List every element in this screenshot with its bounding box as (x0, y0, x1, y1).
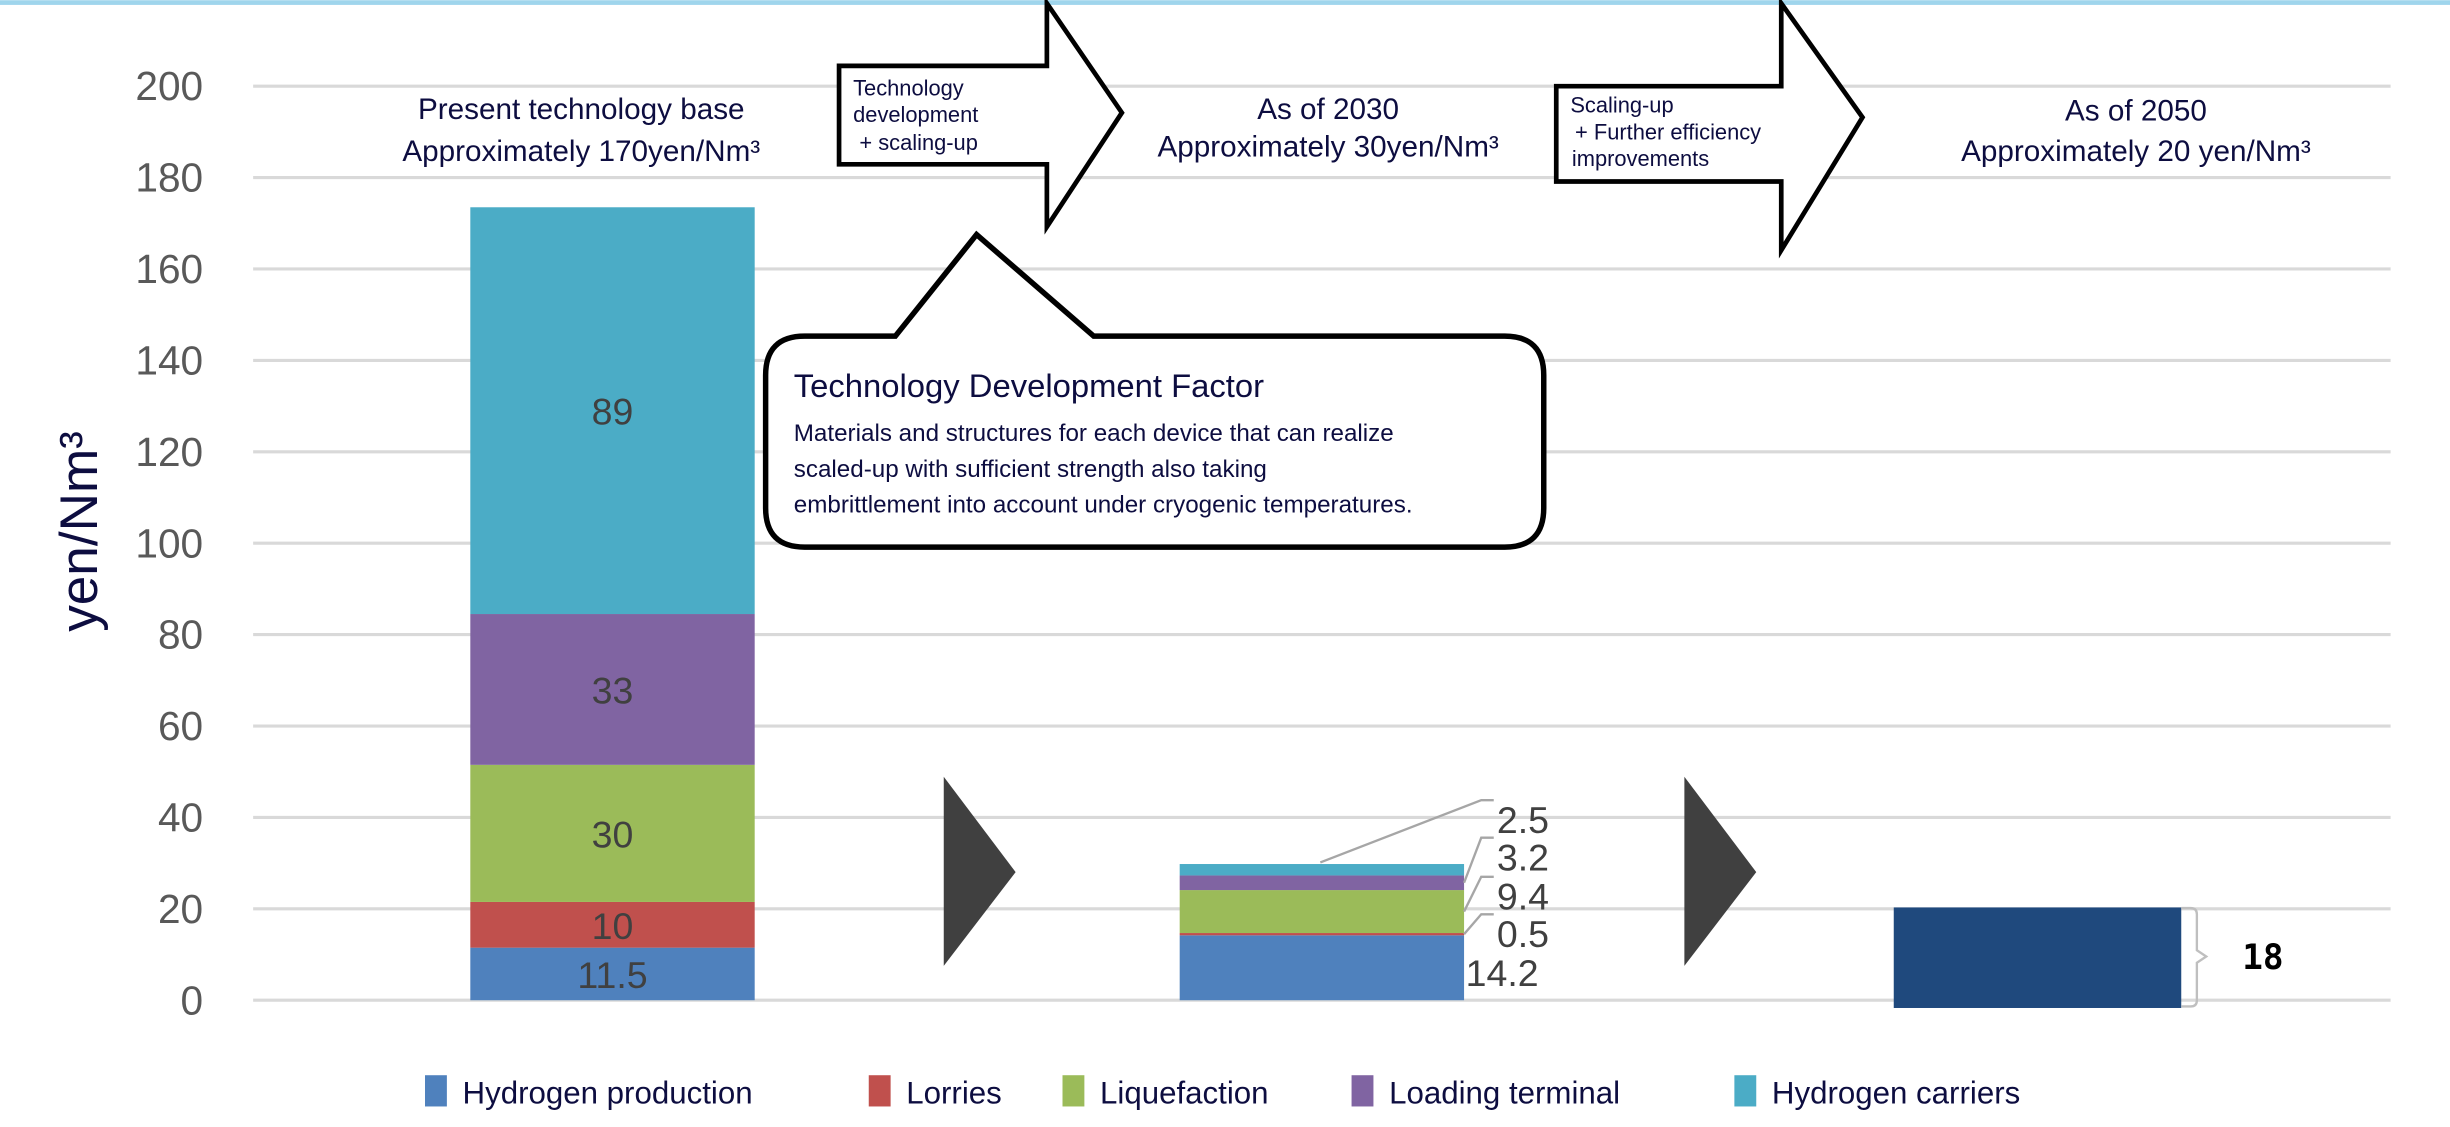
y-tick-label: 20 (158, 886, 203, 932)
header-2030-line2: Approximately 30yen/Nm³ (1157, 130, 1498, 163)
legend-swatch (868, 1075, 891, 1107)
legend-swatch (425, 1075, 447, 1107)
leader-line (1463, 875, 1494, 913)
arrow-shape-2 (1553, 0, 1866, 259)
y-tick-label: 180 (135, 155, 203, 201)
transition-triangle-1 (943, 776, 1016, 966)
header-2050-line2: Approximately 20 yen/Nm³ (1961, 135, 2311, 168)
callout-line-1: Materials and structures for each device… (794, 420, 1394, 447)
y-tick-label: 40 (158, 794, 203, 840)
y-tick-label: 120 (135, 429, 203, 475)
bar-segment-hydrogen-production (470, 947, 755, 1001)
bar-2050-total (1893, 907, 2182, 1008)
callout-box (762, 230, 1547, 550)
top-accent-line (0, 0, 2450, 5)
arrow-2-line2: + Further efficiency (1575, 119, 1761, 144)
legend-label: Hydrogen carriers (1772, 1075, 2020, 1110)
bar-segment-lorries (470, 901, 755, 948)
header-2050-line1: As of 2050 (2065, 95, 2207, 128)
legend-swatch (1351, 1075, 1374, 1107)
data-label: 33 (592, 670, 634, 712)
callout-line-3: embrittlement into account under cryogen… (794, 492, 1413, 519)
y-axis-label: yen/Nm³ (50, 431, 109, 632)
arrow-2-line1: Scaling-up (1570, 93, 1673, 118)
bar-segment-lorries (1179, 933, 1465, 936)
data-label: 3.2 (1497, 837, 1549, 879)
header-2030-line1: As of 2030 (1257, 93, 1399, 126)
callout-line-2: scaled-up with sufficient strength also … (794, 456, 1267, 483)
y-tick-label: 200 (135, 63, 203, 109)
y-tick-label: 60 (158, 703, 203, 749)
data-label: 89 (592, 391, 634, 433)
legend-swatch (1062, 1075, 1085, 1107)
y-tick-label: 0 (181, 977, 204, 1023)
data-label: 9.4 (1497, 876, 1549, 918)
data-label: 10 (592, 905, 634, 947)
bar-segment-hydrogen-carriers (1179, 864, 1465, 876)
data-label: 30 (592, 813, 634, 855)
bar-segment-hydrogen-production (1179, 935, 1465, 1001)
data-label-2050-total: 18 (2242, 938, 2283, 978)
legend-label: Liquefaction (1100, 1075, 1269, 1110)
y-tick-label: 160 (135, 246, 203, 292)
legend-label: Lorries (906, 1075, 1002, 1110)
data-label: 0.5 (1497, 913, 1549, 955)
header-present-line2: Approximately 170yen/Nm³ (402, 135, 760, 168)
arrow-1-line3: + scaling-up (859, 130, 977, 155)
legend: Hydrogen production Lorries Liquefaction Lo… (425, 1075, 2020, 1110)
leader-line (1462, 836, 1494, 884)
arrow-shape-1 (836, 0, 1125, 235)
data-label: 14.2 (1466, 952, 1539, 994)
y-tick-label: 100 (135, 520, 203, 566)
arrow-1-line2: development (853, 102, 978, 127)
bar-segment-hydrogen-carriers (470, 207, 755, 615)
arrow-2-line3: improvements (1572, 146, 1709, 171)
arrow-1-line1: Technology (853, 76, 964, 101)
header-present-line1: Present technology base (418, 93, 745, 126)
y-tick-label: 80 (158, 612, 203, 658)
data-label: 11.5 (577, 954, 647, 996)
bar-segment-loading-terminal (470, 614, 755, 765)
bracket-2050 (2181, 906, 2209, 1008)
legend-label: Loading terminal (1389, 1075, 1620, 1110)
legend-label: Hydrogen production (463, 1075, 753, 1110)
bar-segment-loading-terminal (1179, 875, 1465, 891)
callout-title: Technology Development Factor (794, 367, 1264, 404)
data-label: 2.5 (1497, 799, 1549, 841)
bar-segment-liquefaction (1179, 890, 1465, 934)
legend-swatch (1734, 1075, 1757, 1107)
leader-line (1319, 799, 1494, 864)
bar-segment-liquefaction (470, 764, 755, 902)
transition-triangle-2 (1684, 776, 1757, 966)
leader-line (1463, 913, 1494, 935)
y-tick-label: 140 (135, 337, 203, 383)
